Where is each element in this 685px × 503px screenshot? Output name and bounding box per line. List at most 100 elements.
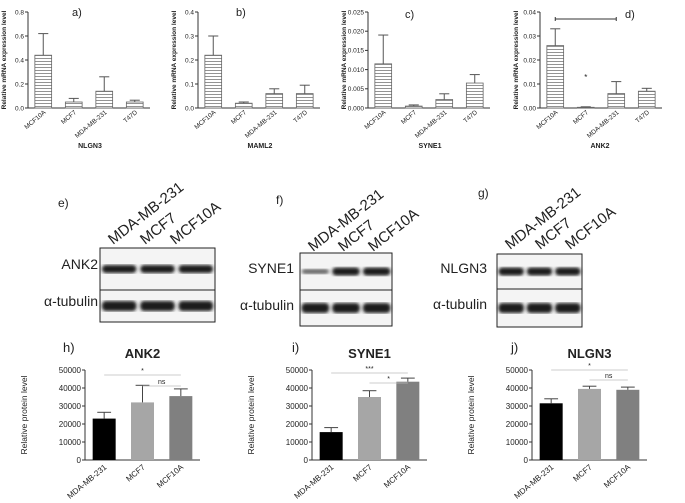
y-tick-label: 40000 [286,384,309,393]
band [362,303,391,313]
bar [95,90,114,109]
y-tick-label: 10000 [286,438,309,447]
annotation: * [588,363,591,370]
y-tick-label: 0.8 [15,9,24,16]
row-label: SYNE1 [248,260,294,276]
bar [637,90,656,109]
bar [358,397,381,460]
band [140,301,175,311]
y-tick-label: 20000 [59,420,82,429]
error-bar [408,104,419,107]
bar [319,432,343,460]
error-bar [299,84,310,94]
annotation: * [584,73,587,82]
x-axis-label: ANK2 [590,143,609,150]
y-tick-label: 0.015 [348,48,365,55]
y-tick-label: 30000 [59,402,82,411]
x-tick-label: MCF7 [572,109,590,126]
error-bar [324,427,339,433]
x-axis-label: NLGN3 [78,143,102,150]
y-tick-label: 20000 [506,420,529,429]
x-tick-label: MCF7 [571,462,594,483]
bar [404,105,423,109]
x-tick-label: MCF7 [60,109,78,126]
y-axis-label: Relative mRNA expression level [341,10,348,109]
y-tick-label: 50000 [286,366,309,375]
x-tick-label: MCF7 [124,462,147,483]
bar [396,381,420,460]
bar [607,93,626,109]
band [101,301,137,311]
error-bar [68,97,79,102]
bar [131,402,154,460]
error-bar [641,87,652,92]
y-tick-label: 0.000 [348,105,365,112]
error-bar [550,28,561,46]
y-axis-label: Relative mRNA expression level [171,10,178,109]
row-label: ANK2 [61,256,98,272]
y-axis-label: Relative protein level [466,375,476,454]
y-tick-label: 50000 [506,366,529,375]
x-tick-label: MDA-MB-231 [74,109,109,140]
panel-label: i) [292,340,299,355]
y-tick-label: 0.005 [348,86,365,93]
x-axis-label: MAML2 [248,143,273,150]
error-bar [439,93,450,100]
chart-title: ANK2 [125,346,160,361]
error-bar [208,35,219,56]
band [526,303,553,313]
error-bar [620,386,635,390]
y-axis-label: Relative protein level [19,375,29,454]
bar [204,54,223,109]
bar [265,93,284,109]
band [178,301,214,311]
y-tick-label: 30000 [286,402,309,411]
panel-label: j) [510,340,518,355]
band [555,267,581,276]
error-bar [582,385,597,389]
error-bar [269,88,280,94]
y-tick-label: 10000 [506,438,529,447]
x-tick-label: MDA-MB-231 [513,462,556,500]
y-tick-label: 0 [304,456,309,465]
bar [546,45,565,109]
y-tick-label: 0.1 [185,81,194,88]
bar [465,82,484,109]
x-tick-label: MCF10A [602,462,632,490]
bar [435,99,454,109]
band [362,267,391,276]
band [498,267,524,276]
y-tick-label: 0 [524,456,529,465]
bar [92,418,116,460]
band [140,265,175,273]
y-tick-label: 0.0 [15,105,24,112]
row-label: α-tubulin [433,296,487,312]
y-tick-label: 0.3 [185,33,194,40]
bar [616,389,640,460]
error-bar [173,388,188,397]
y-tick-label: 0.2 [15,81,24,88]
annotation: * [387,376,390,383]
chart-title: SYNE1 [348,346,391,361]
panel-label: a) [72,7,82,19]
x-tick-label: MDA-MB-231 [244,109,279,140]
error-bar [378,34,389,64]
x-tick-label: MDA-MB-231 [293,462,336,500]
y-tick-label: 30000 [506,402,529,411]
y-tick-label: 0.4 [185,9,194,16]
error-bar [99,76,110,92]
error-bar [544,398,559,404]
y-tick-label: 20000 [286,420,309,429]
error-bar [611,81,622,94]
bracket [554,17,617,21]
error-bar [238,101,249,104]
x-tick-label: MCF10A [363,109,388,131]
x-tick-label: MCF10A [155,462,185,490]
error-bar [469,74,480,84]
y-tick-label: 0.03 [523,33,536,40]
bar [539,403,563,460]
band [332,267,360,276]
error-bar [135,384,150,403]
row-label: α-tubulin [44,293,98,309]
y-tick-label: 0.010 [348,67,365,74]
